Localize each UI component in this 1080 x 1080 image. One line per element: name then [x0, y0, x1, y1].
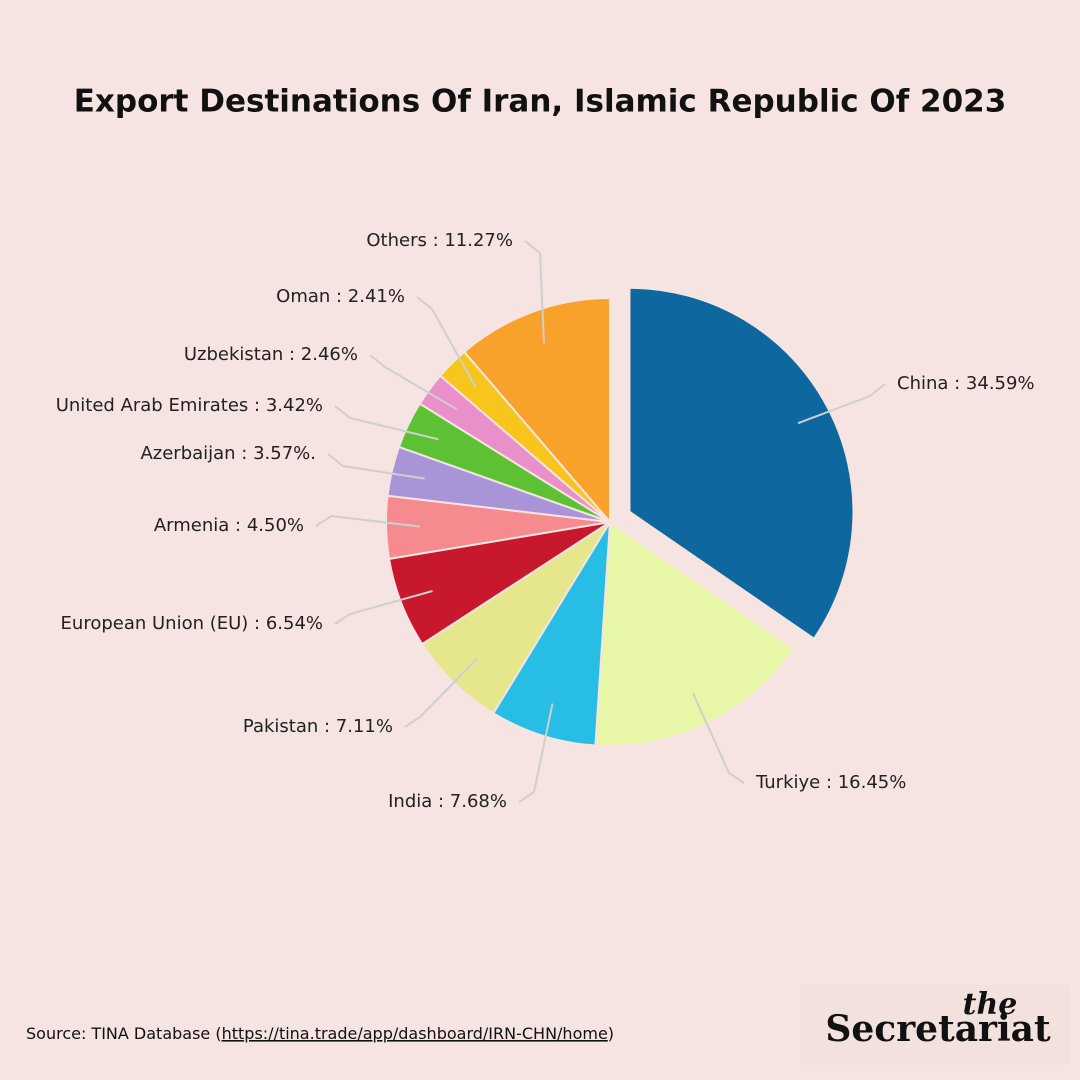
slice-label: Uzbekistan : 2.46% [184, 344, 358, 365]
leader-line [797, 383, 886, 425]
pie-slice [463, 297, 611, 523]
source-prefix: Source: TINA Database ( [26, 1024, 222, 1043]
slice-label: United Arab Emirates : 3.42% [56, 395, 323, 416]
slice-label: Armenia : 4.50% [154, 515, 304, 536]
chart-title: Export Destinations Of Iran, Islamic Rep… [74, 84, 1007, 120]
leader-line [334, 405, 439, 441]
slice-label: Azerbaijan : 3.57%. [140, 443, 316, 464]
leader-line [692, 692, 745, 784]
leader-line [327, 453, 425, 480]
leader-line [369, 354, 458, 411]
leader-line [404, 657, 478, 728]
logo-small: the [963, 987, 1018, 1022]
leader-line [334, 590, 433, 625]
pie-slice [492, 521, 611, 747]
slice-label: China : 34.59% [897, 373, 1035, 394]
slice-label: India : 7.68% [388, 791, 507, 812]
leader-line [524, 240, 545, 344]
slice-label: Oman : 2.41% [276, 286, 405, 307]
source-link[interactable]: https://tina.trade/app/dashboard/IRN-CHN… [222, 1024, 608, 1043]
leader-line [315, 514, 420, 528]
leader-line [518, 703, 554, 803]
slice-label: Others : 11.27% [366, 230, 513, 251]
slice-label: Turkiye : 16.45% [755, 772, 906, 793]
logo-large: Secretariat [825, 1008, 1051, 1050]
slice-label: European Union (EU) : 6.54% [61, 613, 323, 634]
pie-slice [628, 286, 855, 640]
logo-box [800, 985, 1070, 1065]
source: Source: TINA Database (https://tina.trad… [26, 1024, 614, 1043]
slice-label: Pakistan : 7.11% [243, 716, 393, 737]
leader-line [416, 296, 477, 388]
source-suffix: ) [608, 1024, 614, 1043]
